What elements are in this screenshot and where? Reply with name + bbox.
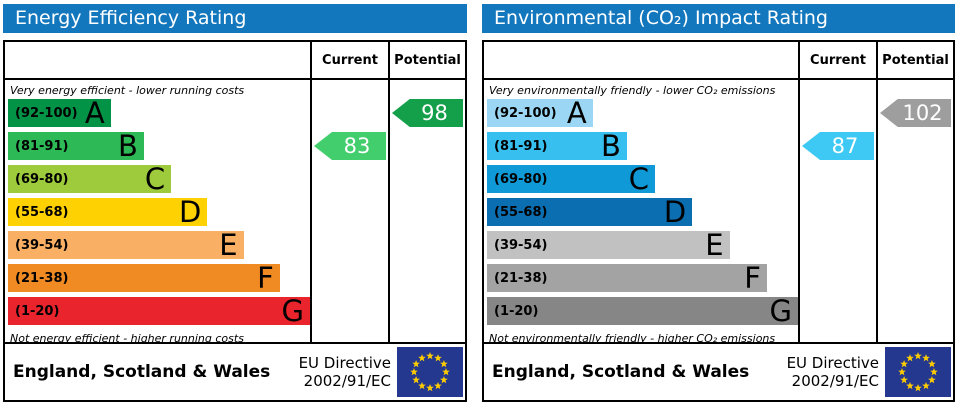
panel-title-bar: Energy Efficiency Rating	[3, 4, 467, 33]
band-chart: Very energy efficient - lower running co…	[5, 78, 310, 342]
band-range: (39-54)	[494, 237, 548, 253]
band-letter: G	[281, 294, 304, 328]
band-e: (39-54) E	[487, 228, 730, 262]
energy-efficiency-panel: Energy Efficiency Rating Current Potenti…	[3, 4, 467, 402]
band-range: (69-80)	[15, 171, 69, 187]
band-letter: A	[84, 96, 105, 130]
band-letter: E	[219, 228, 238, 262]
band-c: (69-80) C	[487, 162, 655, 196]
bands: (92-100) A (81-91) B (69-80) C (55-68) D…	[8, 99, 310, 330]
table-footer: England, Scotland & Wales EU Directive 2…	[484, 342, 953, 400]
band-d: (55-68) D	[8, 195, 208, 229]
eu-directive-line1: EU Directive	[786, 354, 879, 372]
band-letter: G	[769, 294, 792, 328]
band-range: (55-68)	[15, 204, 69, 220]
band-g: (1-20) G	[8, 294, 310, 328]
band-letter: F	[257, 261, 274, 295]
bands: (92-100) A (81-91) B (69-80) C (55-68) D…	[487, 99, 798, 330]
band-c: (69-80) C	[8, 162, 172, 196]
header-spacer	[5, 42, 310, 78]
eu-directive-line1: EU Directive	[298, 354, 391, 372]
column-header-potential: Potential	[876, 42, 953, 78]
band-range: (92-100)	[15, 105, 78, 121]
band-chart: Very environmentally friendly - lower CO…	[484, 78, 798, 342]
current-column: 87	[798, 78, 876, 342]
band-letter: C	[144, 162, 166, 196]
region-label: England, Scotland & Wales	[492, 362, 750, 382]
top-note: Very energy efficient - lower running co…	[10, 84, 245, 97]
environmental-impact-panel: Environmental (CO₂) Impact Rating Curren…	[482, 4, 955, 402]
eu-directive-label: EU Directive 2002/91/EC	[299, 354, 397, 390]
band-g: (1-20) G	[487, 294, 798, 328]
eu-flag-icon	[397, 347, 463, 397]
column-header-potential: Potential	[388, 42, 465, 78]
band-range: (81-91)	[15, 138, 69, 154]
band-letter: C	[628, 162, 649, 196]
table-footer: England, Scotland & Wales EU Directive 2…	[5, 342, 465, 400]
band-range: (55-68)	[494, 204, 548, 220]
eu-flag-icon	[885, 347, 951, 397]
top-note: Very environmentally friendly - lower CO…	[489, 84, 776, 97]
eu-directive-line2: 2002/91/EC	[791, 372, 879, 390]
bottom-note: Not environmentally friendly - higher CO…	[489, 332, 776, 342]
band-letter: D	[178, 195, 202, 229]
band-letter: E	[705, 228, 724, 262]
eu-directive-line2: 2002/91/EC	[303, 372, 391, 390]
potential-rating-arrow: 98	[392, 99, 463, 127]
band-range: (92-100)	[494, 105, 557, 121]
band-range: (81-91)	[494, 138, 548, 154]
band-range: (69-80)	[494, 171, 548, 187]
band-letter: F	[744, 261, 761, 295]
band-f: (21-38) F	[487, 261, 767, 295]
column-header-current: Current	[310, 42, 388, 78]
rating-table: Current Potential Very energy efficient …	[3, 40, 467, 402]
band-range: (21-38)	[15, 270, 69, 286]
panel-title-bar: Environmental (CO₂) Impact Rating	[482, 4, 955, 33]
band-range: (39-54)	[15, 237, 69, 253]
band-range: (1-20)	[15, 303, 60, 319]
band-a: (92-100) A	[8, 96, 111, 130]
bottom-note: Not energy efficient - higher running co…	[10, 332, 244, 342]
band-letter: A	[566, 96, 587, 130]
header-spacer	[484, 42, 798, 78]
band-letter: D	[663, 195, 687, 229]
band-e: (39-54) E	[8, 228, 244, 262]
current-rating-arrow: 87	[802, 132, 874, 160]
band-letter: B	[117, 129, 138, 163]
band-b: (81-91) B	[8, 129, 144, 163]
band-a: (92-100) A	[487, 96, 593, 130]
band-range: (1-20)	[494, 303, 539, 319]
band-b: (81-91) B	[487, 129, 627, 163]
potential-column: 102	[876, 78, 953, 342]
region-label: England, Scotland & Wales	[13, 362, 271, 382]
current-column: 83	[310, 78, 388, 342]
potential-column: 98	[388, 78, 465, 342]
band-letter: B	[601, 129, 621, 163]
band-f: (21-38) F	[8, 261, 280, 295]
rating-table: Current Potential Very environmentally f…	[482, 40, 955, 402]
potential-rating-arrow: 102	[880, 99, 951, 127]
eu-directive-label: EU Directive 2002/91/EC	[787, 354, 885, 390]
band-range: (21-38)	[494, 270, 548, 286]
band-d: (55-68) D	[487, 195, 693, 229]
column-header-current: Current	[798, 42, 876, 78]
current-rating-arrow: 83	[314, 132, 386, 160]
